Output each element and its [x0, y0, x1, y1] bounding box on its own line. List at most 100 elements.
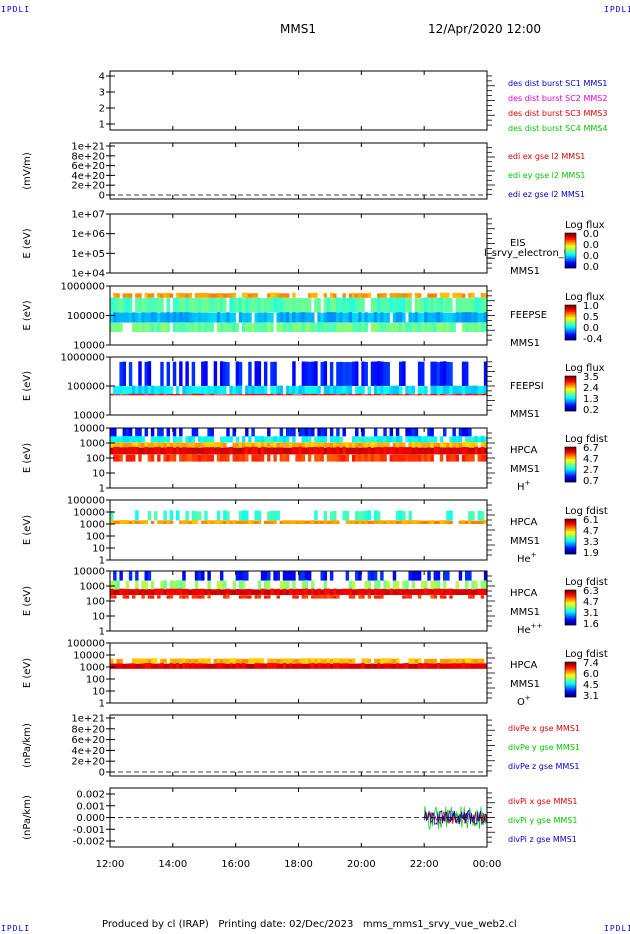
panel-5-cbar-tick: 3.5: [583, 372, 599, 383]
panel-2-legend-2: edi ey gse l2 MMS1: [508, 171, 586, 180]
panel-9-cbar-title: Log fdist: [565, 649, 608, 660]
panel-6-ylabel: E (eV): [22, 443, 33, 473]
panel-1-legend-3: des dist burst SC3 MMS3: [508, 109, 607, 118]
panel-8-instrument: HPCA: [510, 588, 538, 599]
panel-9-ytick-label: 10: [92, 687, 105, 698]
panel-2-ytick-label: 0: [99, 191, 105, 202]
panel-2-ytick-label: 1e+21: [71, 142, 105, 153]
panel-7-ytick-label: 10: [92, 544, 105, 555]
panel-6-spectrogram: [110, 427, 488, 462]
panel-9-ytick-label: 100: [86, 675, 105, 686]
panel-8-species: He++: [517, 622, 543, 636]
corner-tag-bottom-right: IPDLI: [604, 924, 630, 933]
panel-5-instrument: FEEPSI: [510, 381, 544, 392]
panel-4-cbar-title: Log flux: [565, 292, 605, 303]
panel-5-ytick-label: 10000: [73, 411, 105, 422]
panel-8-ytick-label: 1: [99, 627, 105, 638]
panel-2-frame: [109, 142, 488, 200]
panel-11-legend-2: divPi y gse MMS1: [508, 816, 577, 825]
corner-tag-bottom-left: IPDLI: [1, 924, 31, 933]
panel-7-cbar-title: Log fdist: [565, 506, 608, 517]
panel-7-frame: [109, 499, 488, 561]
panel-8-cbar-tick: 6.3: [583, 586, 599, 597]
panel-11-legend-3: divPi z gse MMS1: [508, 835, 577, 844]
panel-11-ylabel: (nPa/km): [22, 795, 33, 840]
panel-1-legend-1: des dist burst SC1 MMS1: [508, 79, 607, 88]
panel-9-ylabel: E (eV): [22, 658, 33, 688]
panel-5-ytick-label: 1000000: [60, 353, 105, 364]
panel-4-ytick-label: 1000000: [60, 282, 105, 293]
x-tick-label: 22:00: [410, 859, 439, 870]
panel-8-ytick-label: 1000: [80, 582, 105, 593]
panel-7-species: He+: [517, 551, 537, 565]
panel-1-ytick-label: 2: [99, 104, 105, 115]
panel-10-ytick-label: 4e+20: [71, 746, 105, 757]
panel-6-cbar-tick: 4.7: [583, 454, 599, 465]
panel-9-cbar-tick: 4.5: [583, 680, 599, 691]
panel-3-instrument: EIS: [510, 238, 526, 249]
panel-11-ytick-label: 0.001: [76, 801, 105, 812]
panel-5-spectrogram: [110, 361, 488, 396]
panel-3-ytick-label: 1e+06: [71, 229, 105, 240]
panel-2-ytick-label: 8e+20: [71, 151, 105, 162]
panel-6-instrument: HPCA: [510, 445, 538, 456]
panel-2-ytick-label: 6e+20: [71, 161, 105, 172]
x-tick-label: 16:00: [221, 859, 250, 870]
panel-10-ytick-label: 8e+20: [71, 724, 105, 735]
panel-1-legend-4: des dist burst SC4 MMS4: [508, 124, 607, 133]
panel-3-ytick-label: 1e+04: [71, 269, 105, 280]
panel-10-ylabel: (nPa/km): [22, 723, 33, 768]
panel-9-cbar-tick: 3.1: [583, 691, 599, 702]
panel-3-overlay-text: l_srvy_electron_to: [484, 248, 574, 259]
panel-8-ytick-label: 10: [92, 612, 105, 623]
panel-3-cbar-tick: 0.0: [583, 251, 599, 262]
panel-2-ytick-label: 4e+20: [71, 171, 105, 182]
panel-9-colorbar: [564, 661, 577, 698]
panel-4-ytick-label: 10000: [73, 341, 105, 352]
panel-4-cbar-tick: -0.4: [583, 334, 603, 345]
panel-6-sc: MMS1: [510, 464, 540, 475]
panel-7-ytick-label: 1000: [80, 520, 105, 531]
panel-1-ytick-label: 1: [99, 120, 105, 131]
panel-4-cbar-tick: 0.5: [583, 312, 599, 323]
panel-7-ytick-label: 1: [99, 556, 105, 567]
panel-1-legend-2: des dist burst SC2 MMS2: [508, 94, 607, 103]
panel-5-cbar-title: Log flux: [565, 363, 605, 374]
panel-11-ytick-label: -0.002: [73, 837, 105, 848]
panel-5-cbar-tick: 1.3: [583, 394, 599, 405]
footer-printing: Printing date: 02/Dec/2023: [218, 919, 354, 930]
panel-9-instrument: HPCA: [510, 660, 538, 671]
x-tick-label: 20:00: [347, 859, 376, 870]
multi-panel-plot: 4 3 2 1 des dist burst SC1 MMS1 des dist burs…: [22, 70, 608, 870]
panel-9-ytick-label: 1000: [80, 663, 105, 674]
panel-7-instrument: HPCA: [510, 517, 538, 528]
panel-5-ytick-label: 100000: [67, 382, 105, 393]
x-tick-label: 12:00: [96, 859, 125, 870]
panel-4-sc: MMS1: [510, 338, 540, 349]
panel-10-frame: [109, 714, 488, 777]
panel-8-ytick-label: 10000: [73, 567, 105, 578]
x-tick-label: 18:00: [284, 859, 313, 870]
panel-7-spectrogram: [110, 510, 488, 524]
panel-7-cbar-tick: 1.9: [583, 548, 599, 559]
panel-5-cbar-tick: 2.4: [583, 383, 599, 394]
panel-3-frame: [109, 213, 488, 274]
panel-8-cbar-tick: 3.1: [583, 608, 599, 619]
panel-8-cbar-tick: 1.6: [583, 619, 599, 630]
mission-title: MMS1: [280, 22, 316, 36]
panel-7-cbar-tick: 6.1: [583, 515, 599, 526]
panel-4-cbar-tick: 1.0: [583, 301, 599, 312]
panel-7-ytick-label: 10000: [73, 508, 105, 519]
panel-3-cbar-title: Log flux: [565, 220, 605, 231]
panel-5-cbar-tick: 0.2: [583, 405, 599, 416]
panel-8-cbar-tick: 4.7: [583, 597, 599, 608]
panel-11-legend-1: divPi x gse MMS1: [508, 797, 577, 806]
panel-8-spectrogram: [110, 570, 488, 599]
panel-7-ytick-label: 100000: [67, 496, 105, 507]
panel-3-cbar-tick: 0.0: [583, 229, 599, 240]
panel-8-sc: MMS1: [510, 607, 540, 618]
panel-4-ytick-label: 100000: [67, 311, 105, 322]
panel-4-instrument: FEEPSE: [510, 310, 547, 321]
panel-6-cbar-title: Log fdist: [565, 434, 608, 445]
panel-5-ylabel: E (eV): [22, 371, 33, 401]
